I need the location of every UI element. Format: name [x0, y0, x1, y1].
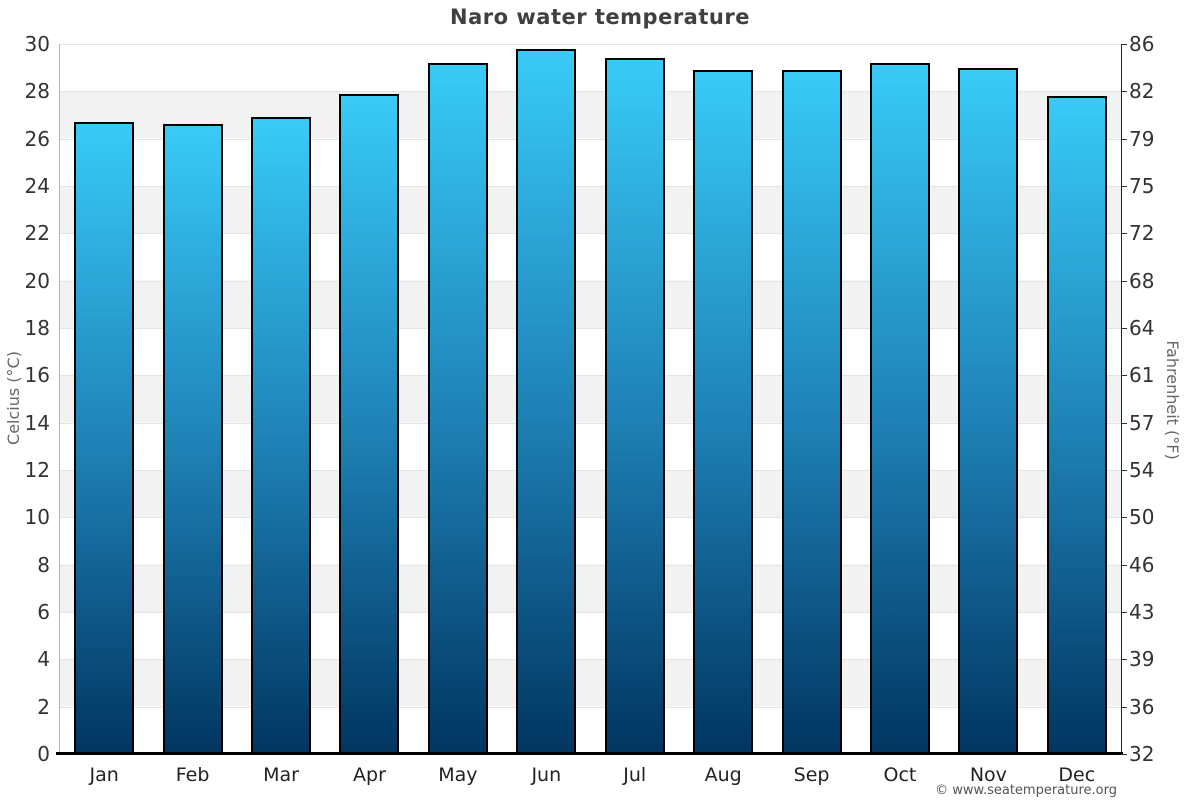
- y-tickmark-right-64: [1121, 328, 1127, 329]
- y-tick-right-68: 68: [1129, 268, 1155, 293]
- gridline-14: [60, 422, 1121, 424]
- bar-jun: [516, 48, 577, 754]
- y-tick-left-14: 14: [24, 410, 50, 435]
- y-tickmark-right-75: [1121, 186, 1127, 187]
- y-tick-left-18: 18: [24, 316, 50, 340]
- bar-feb: [162, 124, 223, 754]
- y-tick-right-50: 50: [1129, 505, 1155, 530]
- gridline-18: [60, 328, 1121, 329]
- y-tick-right-86: 86: [1129, 32, 1155, 56]
- y-tickmark-right-46: [1121, 564, 1127, 566]
- bar-nov: [958, 67, 1019, 754]
- gridline-20: [60, 280, 1121, 282]
- y-tick-right-39: 39: [1129, 647, 1155, 672]
- gridline-26: [60, 138, 1121, 140]
- bar-aug: [693, 70, 754, 754]
- x-tick-jun: Jun: [531, 764, 562, 786]
- chart-title: Naro water temperature: [450, 5, 750, 29]
- y-tick-right-79: 79: [1129, 126, 1155, 151]
- y-tick-left-10: 10: [24, 505, 50, 530]
- y-tickmark-right-68: [1121, 280, 1127, 282]
- x-tick-dec: Dec: [1058, 764, 1096, 786]
- y-tickmark-right-86: [1121, 44, 1127, 45]
- y-tick-right-75: 75: [1129, 174, 1155, 198]
- bar-apr: [339, 93, 400, 754]
- x-tick-oct: Oct: [883, 764, 917, 786]
- y-tick-right-57: 57: [1129, 410, 1155, 435]
- gridline-8: [60, 564, 1121, 566]
- gridline-24: [60, 186, 1121, 187]
- y-tick-right-43: 43: [1129, 600, 1155, 624]
- copyright-text: © www.seatemperature.org: [935, 783, 1117, 798]
- bar-mar: [251, 117, 312, 754]
- y-tick-left-12: 12: [24, 458, 50, 482]
- bar-jul: [604, 58, 665, 754]
- y-tickmark-right-79: [1121, 138, 1127, 140]
- y-tick-left-26: 26: [24, 126, 50, 151]
- y-tick-right-36: 36: [1129, 694, 1155, 719]
- y-tickmark-right-54: [1121, 470, 1127, 471]
- y-axis-title-right: Fahrenheit (°F): [1163, 340, 1182, 460]
- gridline-28: [60, 91, 1121, 93]
- x-tick-apr: Apr: [353, 764, 386, 786]
- y-tick-left-22: 22: [24, 221, 50, 246]
- y-tick-right-82: 82: [1129, 79, 1155, 104]
- y-tickmark-right-82: [1121, 91, 1127, 93]
- y-tick-left-2: 2: [37, 694, 50, 719]
- y-tick-right-54: 54: [1129, 458, 1155, 482]
- y-tickmark-right-72: [1121, 233, 1127, 235]
- gridline-22: [60, 233, 1121, 235]
- bar-oct: [869, 62, 930, 754]
- gridline-12: [60, 470, 1121, 471]
- gridline-4: [60, 659, 1121, 661]
- y-axis-line-right: [1121, 44, 1122, 755]
- y-tick-right-64: 64: [1129, 316, 1155, 340]
- y-tick-left-0: 0: [37, 742, 50, 766]
- y-tick-right-61: 61: [1129, 363, 1155, 388]
- x-axis-line: [56, 752, 1123, 755]
- y-tick-right-46: 46: [1129, 552, 1155, 577]
- gridline-10: [60, 517, 1121, 519]
- gridline-6: [60, 612, 1121, 613]
- y-tickmark-right-39: [1121, 659, 1127, 661]
- y-tick-left-20: 20: [24, 268, 50, 293]
- x-tick-mar: Mar: [263, 764, 299, 786]
- y-tick-left-24: 24: [24, 174, 50, 198]
- y-tickmark-right-57: [1121, 422, 1127, 424]
- y-tickmark-right-43: [1121, 612, 1127, 613]
- x-tick-nov: Nov: [969, 764, 1007, 786]
- y-tick-left-30: 30: [24, 32, 50, 56]
- x-tick-jan: Jan: [89, 764, 119, 786]
- y-tickmark-right-50: [1121, 517, 1127, 519]
- gridline-16: [60, 375, 1121, 377]
- y-tickmark-right-36: [1121, 706, 1127, 708]
- y-tick-right-32: 32: [1129, 742, 1155, 766]
- bar-sep: [781, 70, 842, 754]
- y-tickmark-right-61: [1121, 375, 1127, 377]
- x-tick-sep: Sep: [793, 764, 830, 786]
- y-tick-left-8: 8: [37, 552, 50, 577]
- plot-area: [60, 44, 1121, 754]
- y-tick-right-72: 72: [1129, 221, 1155, 246]
- y-tick-left-16: 16: [24, 363, 50, 388]
- bar-jan: [74, 122, 135, 754]
- y-tick-left-6: 6: [37, 600, 50, 624]
- bar-may: [427, 62, 488, 754]
- x-tick-may: May: [438, 764, 478, 786]
- y-tick-left-28: 28: [24, 79, 50, 104]
- x-tick-jul: Jul: [623, 764, 647, 786]
- y-axis-title-left: Celcius (°C): [4, 351, 23, 445]
- y-tickmark-right-32: [1121, 754, 1127, 755]
- gridline-30: [60, 44, 1121, 45]
- y-axis-line-left: [59, 44, 60, 754]
- x-tick-feb: Feb: [175, 764, 210, 786]
- x-tick-aug: Aug: [704, 764, 742, 786]
- y-tick-left-4: 4: [37, 647, 50, 672]
- gridline-2: [60, 706, 1121, 708]
- bar-dec: [1046, 96, 1107, 754]
